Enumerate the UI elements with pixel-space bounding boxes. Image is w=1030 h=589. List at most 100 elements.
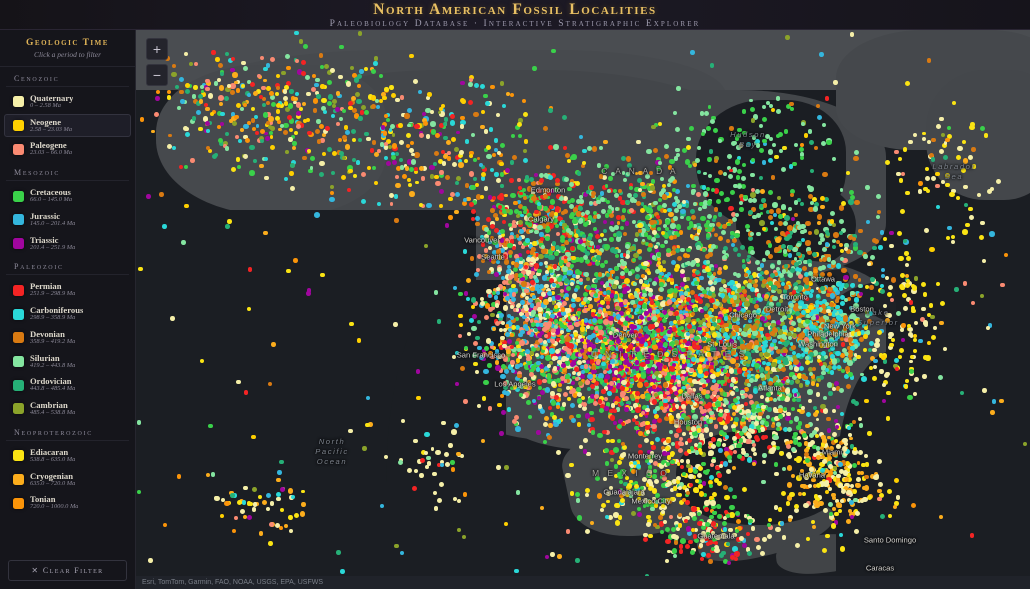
fossil-locality-point[interactable]: [497, 342, 503, 348]
fossil-locality-point[interactable]: [625, 199, 630, 205]
fossil-locality-point[interactable]: [767, 357, 773, 362]
fossil-locality-point[interactable]: [800, 340, 806, 345]
fossil-locality-point[interactable]: [691, 260, 696, 265]
fossil-locality-point[interactable]: [535, 322, 540, 328]
fossil-locality-point[interactable]: [660, 371, 665, 376]
fossil-locality-point[interactable]: [630, 315, 635, 320]
fossil-locality-point[interactable]: [653, 200, 658, 206]
fossil-locality-point[interactable]: [742, 366, 747, 372]
fossil-locality-point[interactable]: [615, 305, 620, 311]
fossil-locality-point[interactable]: [607, 267, 613, 272]
fossil-locality-point[interactable]: [645, 405, 650, 410]
fossil-locality-point[interactable]: [497, 402, 502, 408]
fossil-locality-point[interactable]: [548, 309, 553, 314]
fossil-locality-point[interactable]: [640, 410, 645, 415]
fossil-locality-point[interactable]: [603, 310, 608, 315]
fossil-locality-point[interactable]: [706, 352, 712, 357]
fossil-locality-point[interactable]: [663, 364, 668, 369]
fossil-locality-point[interactable]: [531, 398, 536, 403]
fossil-locality-point[interactable]: [519, 340, 525, 346]
fossil-locality-point[interactable]: [681, 347, 686, 353]
fossil-locality-point[interactable]: [640, 350, 645, 356]
fossil-locality-point[interactable]: [658, 370, 663, 375]
fossil-locality-point[interactable]: [470, 297, 477, 303]
fossil-locality-point[interactable]: [667, 177, 674, 183]
fossil-locality-point[interactable]: [475, 215, 480, 221]
fossil-locality-point[interactable]: [524, 306, 529, 311]
fossil-locality-point[interactable]: [653, 276, 659, 282]
fossil-locality-point[interactable]: [693, 201, 697, 206]
fossil-locality-point[interactable]: [581, 334, 586, 339]
fossil-locality-point[interactable]: [503, 385, 509, 391]
fossil-locality-point[interactable]: [845, 384, 851, 390]
fossil-locality-point[interactable]: [826, 330, 831, 335]
fossil-locality-point[interactable]: [705, 233, 710, 238]
fossil-locality-point[interactable]: [511, 260, 516, 265]
fossil-locality-point[interactable]: [560, 288, 565, 293]
fossil-locality-point[interactable]: [727, 218, 732, 223]
fossil-locality-point[interactable]: [680, 376, 686, 381]
fossil-locality-point[interactable]: [777, 195, 781, 200]
fossil-locality-point[interactable]: [540, 408, 546, 414]
fossil-locality-point[interactable]: [675, 372, 681, 378]
fossil-locality-point[interactable]: [647, 347, 653, 353]
fossil-locality-point[interactable]: [675, 374, 682, 381]
fossil-locality-point[interactable]: [533, 263, 540, 269]
fossil-locality-point[interactable]: [671, 312, 676, 317]
fossil-locality-point[interactable]: [484, 238, 489, 243]
fossil-locality-point[interactable]: [668, 345, 672, 350]
fossil-locality-point[interactable]: [615, 347, 620, 352]
fossil-locality-point[interactable]: [623, 352, 628, 357]
fossil-locality-point[interactable]: [633, 311, 638, 316]
fossil-locality-point[interactable]: [816, 214, 823, 220]
fossil-locality-point[interactable]: [495, 259, 500, 264]
fossil-locality-point[interactable]: [813, 229, 820, 235]
fossil-locality-point[interactable]: [579, 320, 585, 326]
fossil-locality-point[interactable]: [549, 348, 555, 354]
fossil-locality-point[interactable]: [537, 268, 542, 274]
fossil-locality-point[interactable]: [495, 365, 501, 371]
fossil-locality-point[interactable]: [622, 252, 627, 257]
fossil-locality-point[interactable]: [619, 352, 625, 358]
fossil-locality-point[interactable]: [509, 178, 514, 183]
fossil-locality-point[interactable]: [520, 349, 525, 354]
fossil-locality-point[interactable]: [553, 280, 559, 286]
fossil-locality-point[interactable]: [609, 345, 615, 352]
fossil-locality-point[interactable]: [680, 325, 685, 330]
fossil-locality-point[interactable]: [696, 360, 702, 366]
fossil-locality-point[interactable]: [697, 326, 702, 331]
fossil-locality-point[interactable]: [493, 295, 499, 300]
period-item-ordovician[interactable]: Ordovician 443.8 – 485.4 Ma: [4, 373, 131, 397]
fossil-locality-point[interactable]: [679, 343, 684, 348]
fossil-locality-point[interactable]: [544, 249, 549, 254]
fossil-locality-point[interactable]: [538, 284, 544, 290]
fossil-locality-point[interactable]: [540, 291, 546, 297]
fossil-locality-point[interactable]: [700, 215, 706, 221]
fossil-locality-point[interactable]: [609, 237, 614, 242]
fossil-locality-point[interactable]: [796, 242, 801, 247]
fossil-locality-point[interactable]: [658, 197, 663, 202]
fossil-locality-point[interactable]: [569, 337, 574, 342]
fossil-locality-point[interactable]: [727, 324, 733, 329]
fossil-locality-point[interactable]: [714, 177, 720, 184]
fossil-locality-point[interactable]: [839, 320, 844, 326]
fossil-locality-point[interactable]: [626, 400, 631, 406]
fossil-locality-point[interactable]: [493, 227, 499, 233]
fossil-locality-point[interactable]: [618, 285, 623, 290]
fossil-locality-point[interactable]: [672, 385, 678, 391]
fossil-locality-point[interactable]: [671, 304, 677, 310]
fossil-locality-point[interactable]: [843, 274, 849, 281]
fossil-locality-point[interactable]: [658, 274, 662, 279]
fossil-locality-point[interactable]: [654, 257, 659, 262]
fossil-locality-point[interactable]: [656, 166, 661, 171]
fossil-locality-point[interactable]: [600, 263, 605, 268]
fossil-locality-point[interactable]: [483, 345, 489, 351]
fossil-locality-point[interactable]: [729, 126, 734, 131]
fossil-locality-point[interactable]: [526, 285, 531, 291]
fossil-locality-point[interactable]: [501, 321, 506, 326]
fossil-locality-point[interactable]: [577, 319, 582, 323]
fossil-locality-point[interactable]: [832, 287, 838, 293]
fossil-locality-point[interactable]: [593, 384, 599, 391]
fossil-locality-point[interactable]: [746, 254, 751, 259]
fossil-locality-point[interactable]: [673, 299, 679, 305]
